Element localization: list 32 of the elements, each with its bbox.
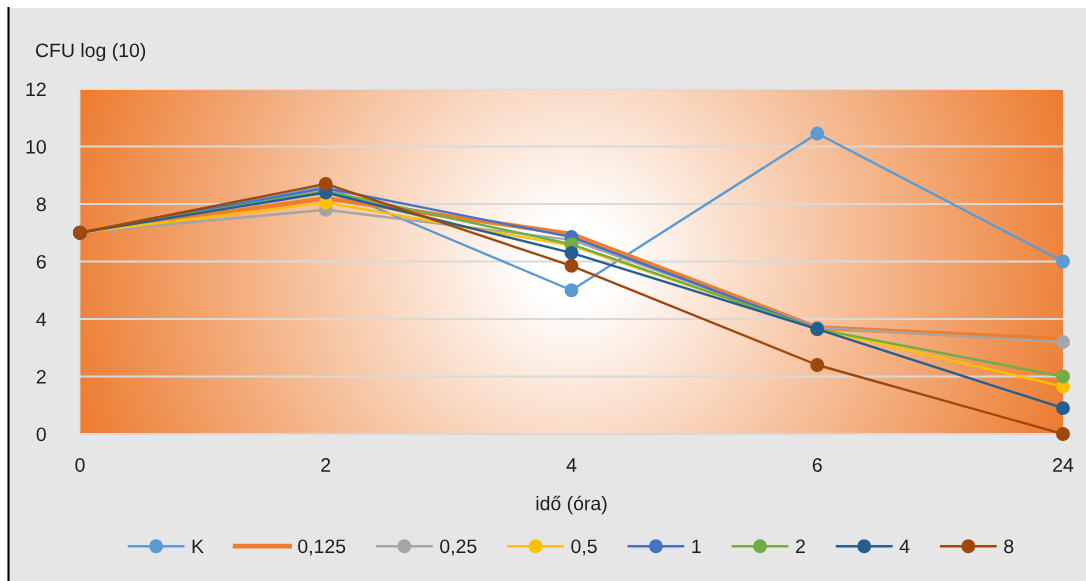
legend-label: 2	[796, 539, 805, 554]
legend-label: 4	[899, 539, 910, 554]
legend-label: 0,5	[571, 539, 597, 556]
y-tick-label: 4	[36, 312, 47, 327]
point	[1056, 335, 1070, 349]
y-tick-label: 0	[36, 427, 46, 442]
y-tick-label: 6	[36, 254, 46, 269]
point	[1056, 369, 1070, 384]
legend-label: 0,125	[298, 539, 346, 556]
x-tick-label: 0	[75, 458, 85, 472]
legend-label: 1	[692, 539, 701, 554]
legend-label: K	[192, 539, 204, 554]
y-axis-title: CFU log (10)	[35, 42, 146, 62]
x-tick-label: 4	[566, 458, 577, 472]
legend-label: 8	[1004, 539, 1014, 554]
point	[810, 126, 825, 141]
point	[564, 258, 579, 273]
point	[1056, 401, 1070, 416]
point	[1056, 427, 1070, 441]
x-tick-label: 2	[321, 458, 331, 472]
point	[810, 358, 825, 372]
y-tick-label: 2	[36, 369, 46, 384]
x-tick-label: 24	[1053, 458, 1074, 472]
y-tick-label: 8	[36, 197, 46, 212]
y-tick-label: 12	[26, 82, 46, 97]
x-axis-title: idő (óra)	[536, 495, 607, 515]
point	[564, 283, 579, 298]
point	[564, 245, 579, 260]
point	[1056, 254, 1070, 269]
legend-label: 0,25	[440, 539, 477, 556]
y-tick-label: 10	[26, 139, 46, 154]
x-tick-label: 6	[812, 458, 822, 472]
